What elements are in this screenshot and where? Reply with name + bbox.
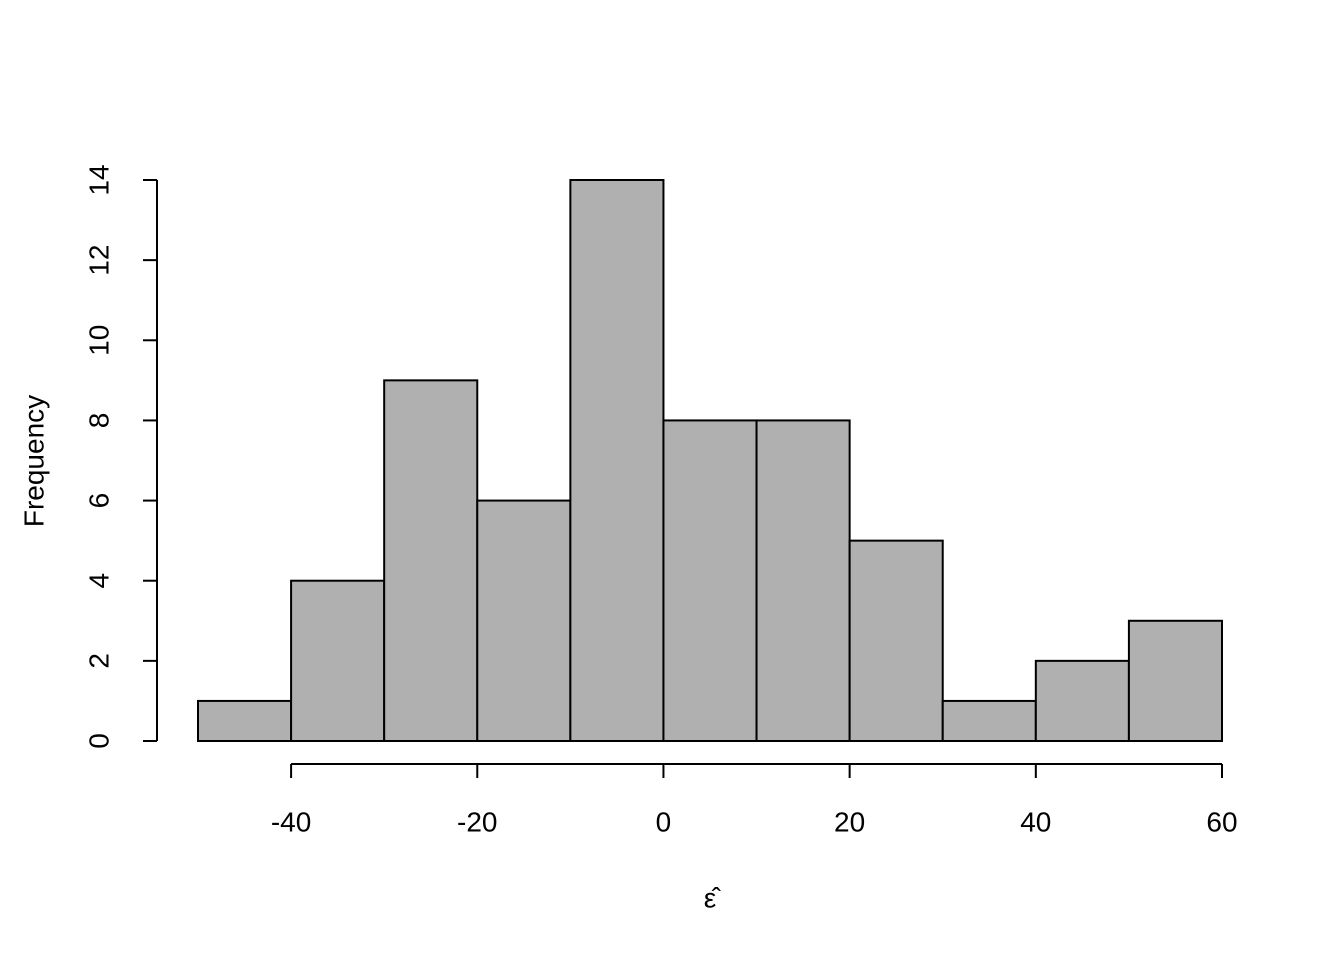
x-tick-label: 40 bbox=[1020, 806, 1051, 837]
bar bbox=[1034, 659, 1130, 742]
bar bbox=[848, 539, 944, 743]
y-tick-label: 14 bbox=[83, 164, 114, 195]
bar bbox=[941, 699, 1037, 743]
y-tick-label: 8 bbox=[83, 413, 114, 429]
x-tick-label: -20 bbox=[457, 806, 497, 837]
y-tick-label: 12 bbox=[83, 245, 114, 276]
bar bbox=[1127, 619, 1223, 742]
y-tick-label: 4 bbox=[83, 573, 114, 589]
y-tick-label: 2 bbox=[83, 653, 114, 669]
x-tick-label: 0 bbox=[656, 806, 672, 837]
y-axis-label: Frequency bbox=[18, 395, 49, 527]
y-tick-label: 0 bbox=[83, 733, 114, 749]
bar bbox=[755, 419, 851, 742]
x-tick-label: 60 bbox=[1206, 806, 1237, 837]
x-tick-label: 20 bbox=[834, 806, 865, 837]
bar bbox=[383, 379, 479, 742]
bar bbox=[662, 419, 758, 742]
y-tick-label: 10 bbox=[83, 325, 114, 356]
x-axis-label: ε̂ bbox=[704, 882, 721, 913]
y-tick-label: 6 bbox=[83, 493, 114, 509]
x-tick-label: -40 bbox=[271, 806, 311, 837]
bar bbox=[290, 579, 386, 743]
bar bbox=[476, 499, 572, 743]
bar bbox=[197, 699, 293, 743]
bar bbox=[569, 179, 665, 742]
